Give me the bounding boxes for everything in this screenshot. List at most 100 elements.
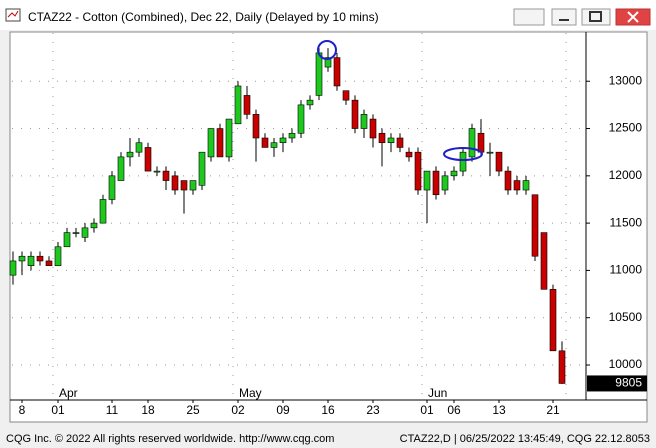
candle-body	[135, 142, 143, 153]
y-tick-label: 12500	[609, 121, 643, 135]
candle-body	[558, 350, 566, 384]
candle-body	[144, 147, 152, 172]
candle-body	[477, 132, 485, 153]
candle-body	[189, 180, 197, 191]
candle-body	[81, 227, 89, 238]
x-tick-label: 23	[366, 403, 380, 417]
candle-body	[306, 99, 314, 106]
candle-body	[252, 114, 260, 139]
app-icon-line	[7, 10, 19, 18]
x-tick-label: 8	[19, 403, 26, 417]
close-glyph	[627, 11, 639, 23]
candle-body	[378, 132, 386, 144]
candle-body	[90, 222, 98, 229]
candle-body	[522, 180, 530, 191]
x-tick-label: 25	[186, 403, 200, 417]
candle-body	[54, 246, 62, 266]
footer-left: CQG Inc. © 2022 All rights reserved worl…	[6, 433, 334, 445]
candle-body	[486, 151, 494, 154]
x-tick-label: 18	[141, 403, 155, 417]
candle-body	[441, 175, 449, 191]
candle-body	[225, 118, 233, 158]
candle-body	[18, 255, 26, 262]
candle-body	[315, 52, 323, 96]
candle-body	[108, 175, 116, 200]
candle-body	[342, 90, 350, 101]
candle-body	[9, 260, 17, 276]
x-tick-label: 16	[321, 403, 335, 417]
candle-body	[396, 137, 404, 148]
candle-body	[279, 137, 287, 144]
x-tick-label: 01	[51, 403, 65, 417]
app-icon	[5, 8, 21, 22]
candle-body	[180, 180, 188, 191]
y-tick-label: 13000	[609, 73, 643, 87]
x-tick-label: 06	[447, 403, 461, 417]
candle-body	[540, 232, 548, 290]
candle-body	[72, 232, 80, 234]
candle-body	[270, 142, 278, 148]
candle-body	[504, 170, 512, 191]
candle-body	[207, 128, 215, 158]
month-label: Jun	[428, 386, 447, 400]
candle-body	[513, 180, 521, 191]
highlight-circle	[317, 40, 337, 60]
candle-body	[153, 170, 161, 173]
candle-body	[360, 114, 368, 129]
candle-body	[288, 132, 296, 139]
window-title: CTAZ22 - Cotton (Combined), Dec 22, Dail…	[28, 10, 379, 24]
candle-body	[261, 137, 269, 148]
candle-body	[369, 118, 377, 139]
y-tick-label: 11000	[610, 263, 643, 277]
last-price-box	[587, 375, 647, 392]
candle-body	[198, 151, 206, 186]
month-label: Apr	[59, 386, 78, 400]
last-price-label: 9805	[615, 376, 642, 390]
y-tick-label: 10500	[609, 310, 643, 324]
candle-body	[450, 170, 458, 177]
x-tick-label: 09	[276, 403, 290, 417]
candle-body	[333, 57, 341, 87]
candle-body	[99, 199, 107, 224]
candle-body	[234, 85, 242, 125]
candle-body	[297, 104, 305, 134]
candle-body	[27, 255, 35, 266]
candle-body	[459, 151, 467, 172]
candle-body	[324, 57, 332, 68]
candle-body	[549, 289, 557, 352]
link-button[interactable]	[513, 8, 545, 26]
candle-body	[162, 170, 170, 181]
candle-body	[468, 128, 476, 158]
title-bar	[0, 0, 656, 30]
candle-body	[405, 151, 413, 158]
candle-body	[45, 260, 53, 266]
candle-body	[387, 137, 395, 144]
candle-body	[351, 99, 359, 129]
candle-body	[432, 170, 440, 196]
x-tick-label: 21	[546, 403, 560, 417]
y-tick-label: 10000	[609, 357, 643, 371]
highlight-ellipse	[443, 147, 483, 161]
x-tick-label: 13	[492, 403, 506, 417]
candle-body	[216, 128, 224, 158]
candle-body	[243, 95, 251, 115]
candle-body	[126, 151, 134, 158]
candle-body	[36, 255, 44, 262]
x-tick-label: 01	[420, 403, 434, 417]
footer-right: CTAZ22,D | 06/25/2022 13:45:49, CQG 22.1…	[400, 433, 650, 445]
candle-body	[63, 232, 71, 248]
y-tick-label: 12000	[609, 168, 643, 182]
x-tick-label: 02	[231, 403, 245, 417]
maximize-glyph	[589, 11, 602, 22]
candle-body	[414, 151, 422, 191]
candle-body	[117, 156, 125, 181]
candle-body	[423, 170, 431, 191]
month-label: May	[239, 386, 262, 400]
candle-body	[171, 175, 179, 191]
x-tick-label: 11	[106, 403, 119, 417]
minimize-button[interactable]	[551, 8, 577, 26]
chart-panel	[9, 31, 648, 423]
candle-body	[495, 151, 503, 172]
candle-body	[531, 194, 539, 257]
